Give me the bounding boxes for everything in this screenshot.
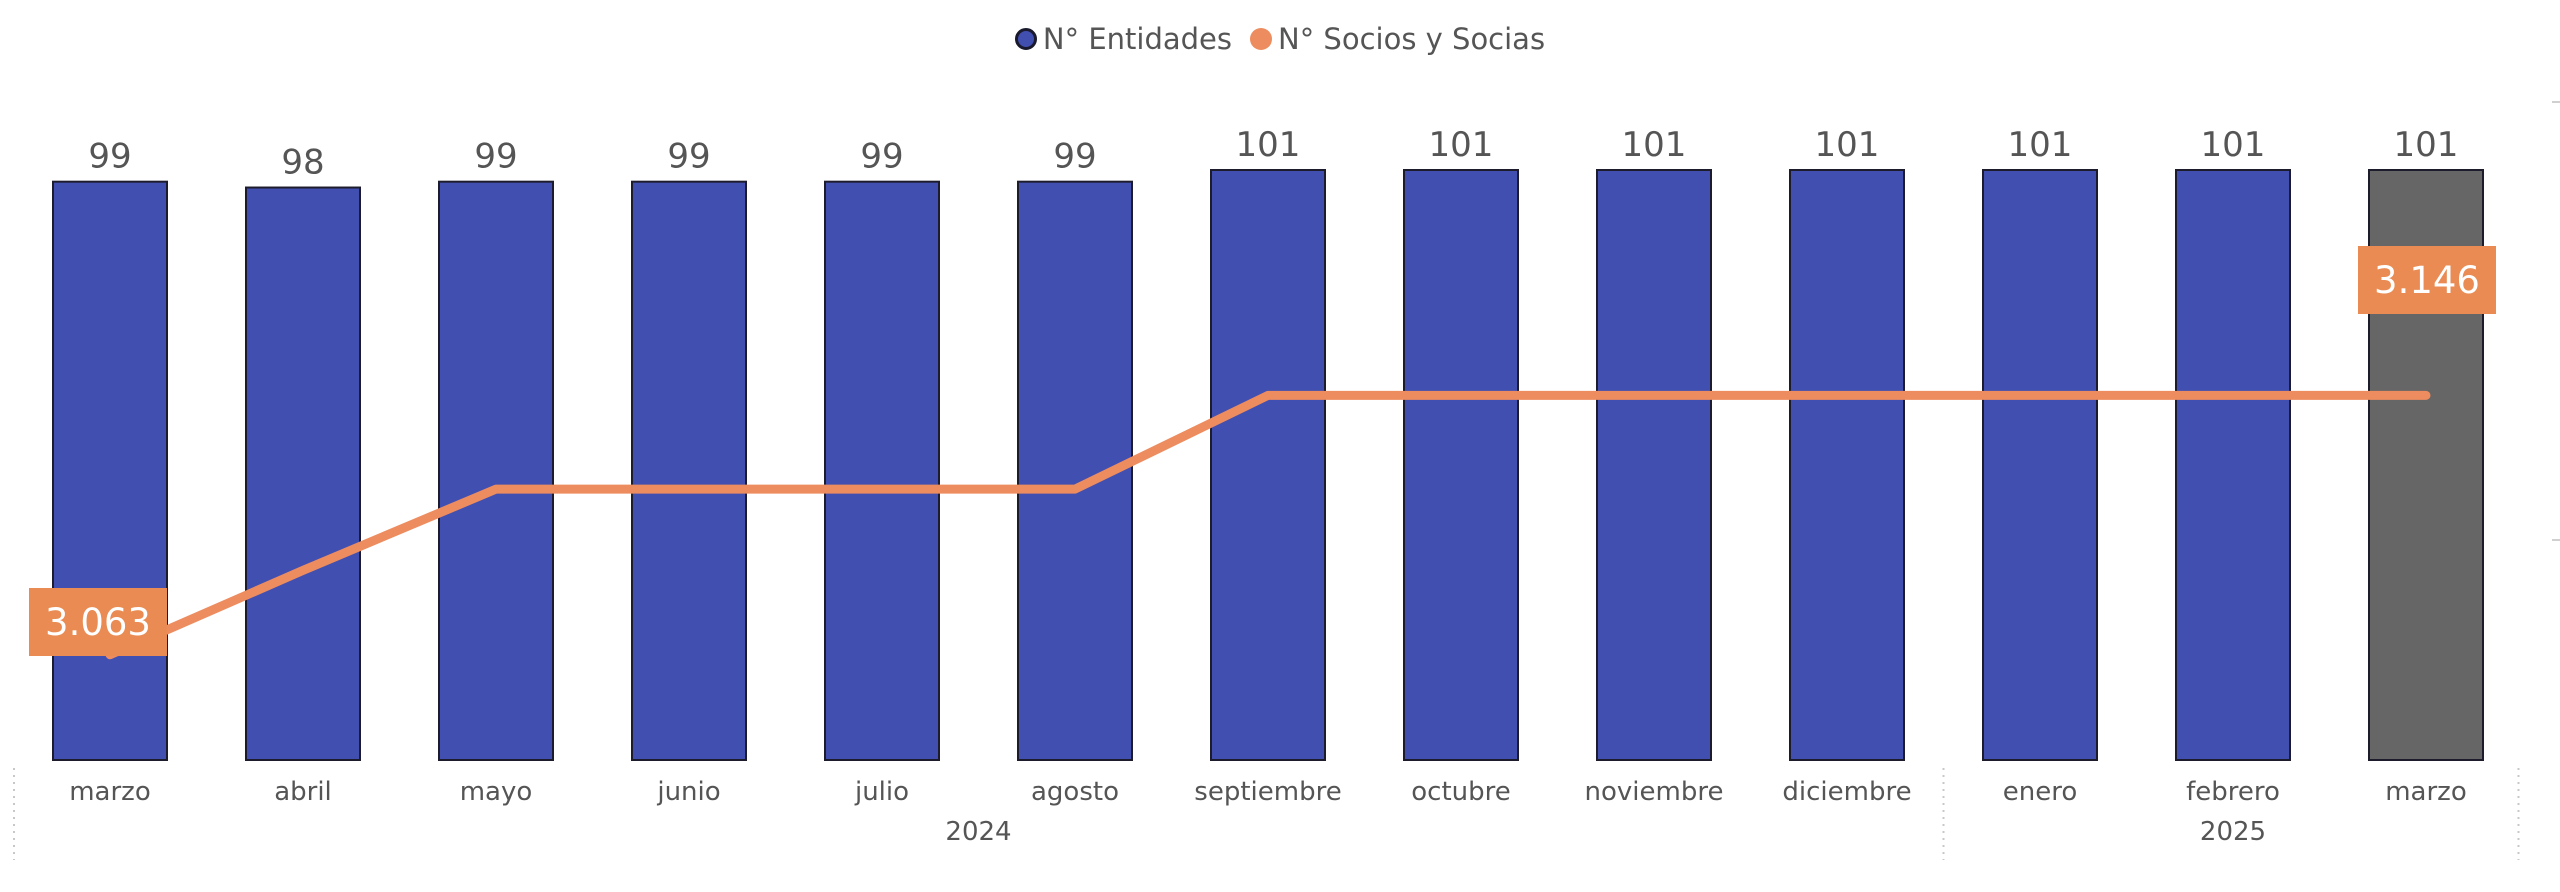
bar-value-label: 101 (1236, 125, 1301, 165)
bar-value-label: 99 (474, 137, 517, 177)
legend-label-socios: N° Socios y Socias (1278, 22, 1546, 56)
legend-marker-entidades (1014, 28, 1037, 50)
x-tick-label: febrero (2186, 777, 2280, 807)
legend-label-entidades: N° Entidades (1042, 22, 1233, 56)
bar[interactable] (1596, 169, 1712, 761)
bar[interactable] (1789, 169, 1905, 761)
x-tick-label: noviembre (1585, 777, 1724, 807)
bar-value-label: 99 (667, 137, 710, 177)
bar[interactable] (1210, 169, 1326, 761)
year-label: 2025 (2200, 817, 2266, 847)
bar[interactable] (52, 180, 168, 761)
x-tick-label: diciembre (1782, 777, 1911, 807)
bar[interactable] (1403, 169, 1519, 761)
line-series (105, 390, 2431, 660)
bar[interactable] (2175, 169, 2291, 761)
bar[interactable] (438, 180, 554, 761)
line-label-last: 3.146 (2374, 259, 2480, 302)
bar-value-label: 101 (2008, 125, 2073, 165)
bar[interactable] (631, 180, 747, 761)
x-tick-label: junio (656, 777, 720, 807)
line-label-last-box (2358, 246, 2496, 314)
legend: N° Entidades N° Socios y Socias (0, 22, 2560, 56)
x-tick-label: abril (274, 777, 332, 807)
bar[interactable] (1982, 169, 2098, 761)
line-label-first: 3.063 (45, 601, 151, 644)
line-label-first-box (29, 588, 167, 656)
legend-item-entidades[interactable]: N° Entidades (1014, 22, 1233, 56)
x-tick-label: marzo (69, 777, 151, 807)
bar-value-label: 101 (2394, 125, 2459, 165)
x-tick-label: julio (854, 777, 909, 807)
x-tick-label: octubre (1411, 777, 1511, 807)
x-tick-label: agosto (1031, 777, 1119, 807)
legend-marker-socios (1250, 28, 1273, 50)
bar-value-label: 98 (281, 143, 324, 183)
bar-value-label: 101 (1429, 125, 1494, 165)
bar-value-label: 101 (1815, 125, 1880, 165)
bar-value-label: 99 (88, 137, 131, 177)
x-tick-label: enero (2003, 777, 2078, 807)
bar[interactable] (824, 180, 940, 761)
x-tick-label: marzo (2385, 777, 2467, 807)
bar-value-label: 101 (1622, 125, 1687, 165)
legend-item-socios[interactable]: N° Socios y Socias (1250, 22, 1545, 56)
bar-value-label: 99 (860, 137, 903, 177)
bar-value-label: 101 (2201, 125, 2266, 165)
bar-value-label: 99 (1053, 137, 1096, 177)
x-tick-label: mayo (460, 777, 533, 807)
x-tick-label: septiembre (1194, 777, 1341, 807)
bar[interactable] (245, 186, 361, 761)
year-label: 2024 (945, 817, 1011, 847)
